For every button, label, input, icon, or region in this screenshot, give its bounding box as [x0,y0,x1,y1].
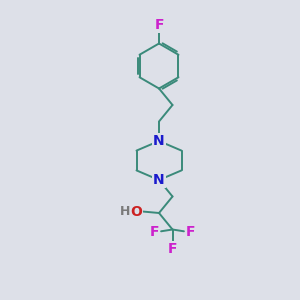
Text: N: N [153,173,165,187]
Text: F: F [150,226,159,239]
Text: O: O [130,205,142,218]
Text: F: F [168,242,177,256]
Text: F: F [186,226,195,239]
Text: F: F [154,18,164,32]
Text: N: N [153,134,165,148]
Text: H: H [120,205,130,218]
